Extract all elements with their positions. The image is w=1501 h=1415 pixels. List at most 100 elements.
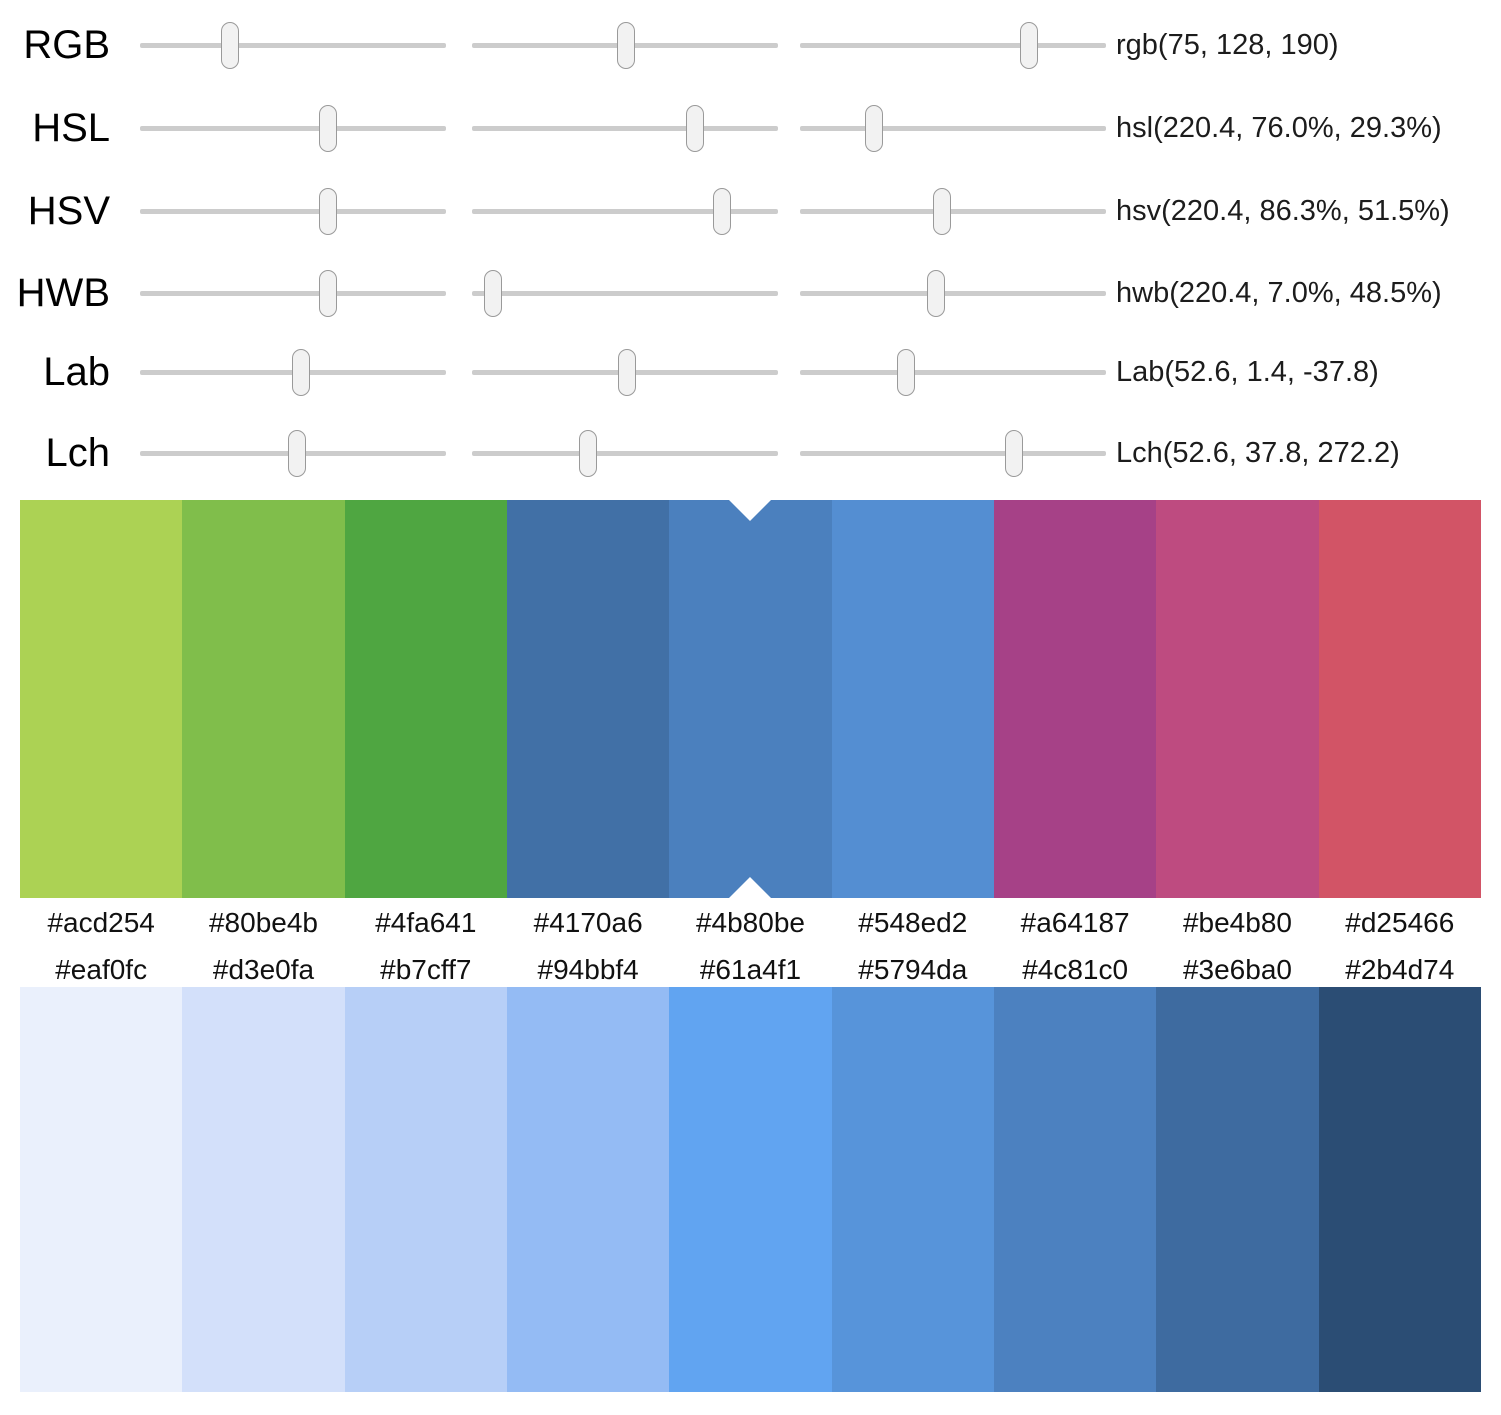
slider-track[interactable] <box>472 126 778 131</box>
slider-hsv-channel-1[interactable] <box>140 176 446 246</box>
color-swatch[interactable] <box>182 987 345 1392</box>
slider-row-hwb: HWB hwb(220.4, 7.0%, 48.5%) <box>0 258 1501 328</box>
palette-strip-bottom <box>20 987 1481 1392</box>
color-swatch[interactable] <box>20 987 183 1392</box>
slider-row-hsl: HSL hsl(220.4, 76.0%, 29.3%) <box>0 93 1501 163</box>
slider-thumb[interactable] <box>1019 22 1038 69</box>
slider-row-label-rgb: RGB <box>23 23 110 67</box>
slider-row-hsv: HSV hsv(220.4, 86.3%, 51.5%) <box>0 176 1501 246</box>
slider-hsl-channel-1[interactable] <box>140 93 446 163</box>
color-swatch[interactable] <box>344 987 507 1392</box>
color-swatch[interactable] <box>993 500 1157 898</box>
slider-thumb[interactable] <box>865 105 884 152</box>
hex-code-label: #4b80be <box>695 907 805 938</box>
slider-row-label-lab: Lab <box>43 350 110 394</box>
slider-hsv-channel-2[interactable] <box>472 176 778 246</box>
color-swatch[interactable] <box>831 987 994 1392</box>
color-value-lch: Lch(52.6, 37.8, 272.2) <box>1116 437 1400 469</box>
hex-code-label: #b7cff7 <box>380 954 472 985</box>
hex-code-label: #3e6ba0 <box>1182 954 1292 985</box>
slider-thumb[interactable] <box>318 105 337 152</box>
slider-hwb-channel-1[interactable] <box>140 258 446 328</box>
slider-hsl-channel-2[interactable] <box>472 93 778 163</box>
slider-thumb[interactable] <box>318 188 337 235</box>
slider-track[interactable] <box>800 291 1106 296</box>
color-swatch[interactable] <box>182 500 345 898</box>
slider-track[interactable] <box>140 126 446 131</box>
hex-code-label: #eaf0fc <box>55 954 148 985</box>
slider-row-lab: Lab Lab(52.6, 1.4, -37.8) <box>0 337 1501 407</box>
slider-track[interactable] <box>800 209 1106 214</box>
slider-thumb[interactable] <box>484 270 503 317</box>
slider-thumb[interactable] <box>291 349 310 396</box>
color-swatch[interactable] <box>1318 500 1481 898</box>
color-swatch[interactable] <box>1156 500 1319 898</box>
slider-hwb-channel-2[interactable] <box>472 258 778 328</box>
slider-rgb-channel-3[interactable] <box>800 10 1106 80</box>
slider-track[interactable] <box>140 43 446 48</box>
color-swatch[interactable] <box>506 987 670 1392</box>
slider-thumb[interactable] <box>287 430 306 477</box>
hex-code-label: #61a4f1 <box>699 954 802 985</box>
slider-hwb-channel-3[interactable] <box>800 258 1106 328</box>
slider-lch-channel-1[interactable] <box>140 418 446 488</box>
slider-thumb[interactable] <box>318 270 337 317</box>
slider-row-label-hwb: HWB <box>16 271 110 315</box>
slider-track[interactable] <box>472 209 778 214</box>
slider-hsv-channel-3[interactable] <box>800 176 1106 246</box>
slider-thumb[interactable] <box>618 349 637 396</box>
slider-track[interactable] <box>800 370 1106 375</box>
slider-track[interactable] <box>472 291 778 296</box>
slider-lab-channel-3[interactable] <box>800 337 1106 407</box>
color-swatch[interactable] <box>831 500 994 898</box>
color-swatch[interactable] <box>669 987 832 1392</box>
hex-code-label: #5794da <box>858 954 968 985</box>
palette-strip-top <box>20 500 1481 898</box>
slider-lch-channel-3[interactable] <box>800 418 1106 488</box>
slider-rgb-channel-2[interactable] <box>472 10 778 80</box>
color-swatch[interactable] <box>506 500 670 898</box>
color-swatch[interactable] <box>669 500 832 898</box>
slider-row-label-hsv: HSV <box>27 189 110 233</box>
slider-thumb[interactable] <box>1005 430 1024 477</box>
color-swatch[interactable] <box>1318 987 1481 1392</box>
hex-code-label: #4170a6 <box>533 907 643 938</box>
color-swatch[interactable] <box>20 500 183 898</box>
color-value-hsl: hsl(220.4, 76.0%, 29.3%) <box>1116 112 1442 144</box>
slider-row-label-hsl: HSL <box>32 106 110 150</box>
color-swatch[interactable] <box>993 987 1157 1392</box>
slider-hsl-channel-3[interactable] <box>800 93 1106 163</box>
slider-row-rgb: RGB rgb(75, 128, 190) <box>0 10 1501 80</box>
slider-track[interactable] <box>800 451 1106 456</box>
slider-track[interactable] <box>472 451 778 456</box>
color-swatch[interactable] <box>1156 987 1319 1392</box>
color-swatch[interactable] <box>344 500 507 898</box>
hex-code-label: #80be4b <box>208 907 318 938</box>
hex-code-label: #d3e0fa <box>212 954 315 985</box>
slider-thumb[interactable] <box>896 349 915 396</box>
slider-lab-channel-2[interactable] <box>472 337 778 407</box>
hex-code-label: #be4b80 <box>1182 907 1292 938</box>
slider-rgb-channel-1[interactable] <box>140 10 446 80</box>
slider-lab-channel-1[interactable] <box>140 337 446 407</box>
hex-code-label: #94bbf4 <box>537 954 639 985</box>
slider-thumb[interactable] <box>927 270 946 317</box>
color-value-rgb: rgb(75, 128, 190) <box>1116 29 1339 61</box>
slider-track[interactable] <box>800 43 1106 48</box>
color-value-hsv: hsv(220.4, 86.3%, 51.5%) <box>1116 195 1450 227</box>
hex-code-label: #4c81c0 <box>1022 954 1129 985</box>
hex-label-row-bottom: #eaf0fc #d3e0fa #b7cff7 #94bbf4 #61a4f1 #5794… <box>20 950 1481 990</box>
slider-thumb[interactable] <box>221 22 240 69</box>
slider-row-lch: Lch Lch(52.6, 37.8, 272.2) <box>0 418 1501 488</box>
slider-track[interactable] <box>140 291 446 296</box>
slider-thumb[interactable] <box>617 22 636 69</box>
slider-track[interactable] <box>800 126 1106 131</box>
slider-thumb[interactable] <box>713 188 732 235</box>
hex-code-label: #2b4d74 <box>1345 954 1455 985</box>
slider-thumb[interactable] <box>578 430 597 477</box>
slider-track[interactable] <box>140 209 446 214</box>
slider-thumb[interactable] <box>932 188 951 235</box>
slider-thumb[interactable] <box>685 105 704 152</box>
color-model-slider-panel: RGB rgb(75, 128, 190) HSL hsl(220.4, 76.0%,… <box>0 0 1501 490</box>
slider-lch-channel-2[interactable] <box>472 418 778 488</box>
